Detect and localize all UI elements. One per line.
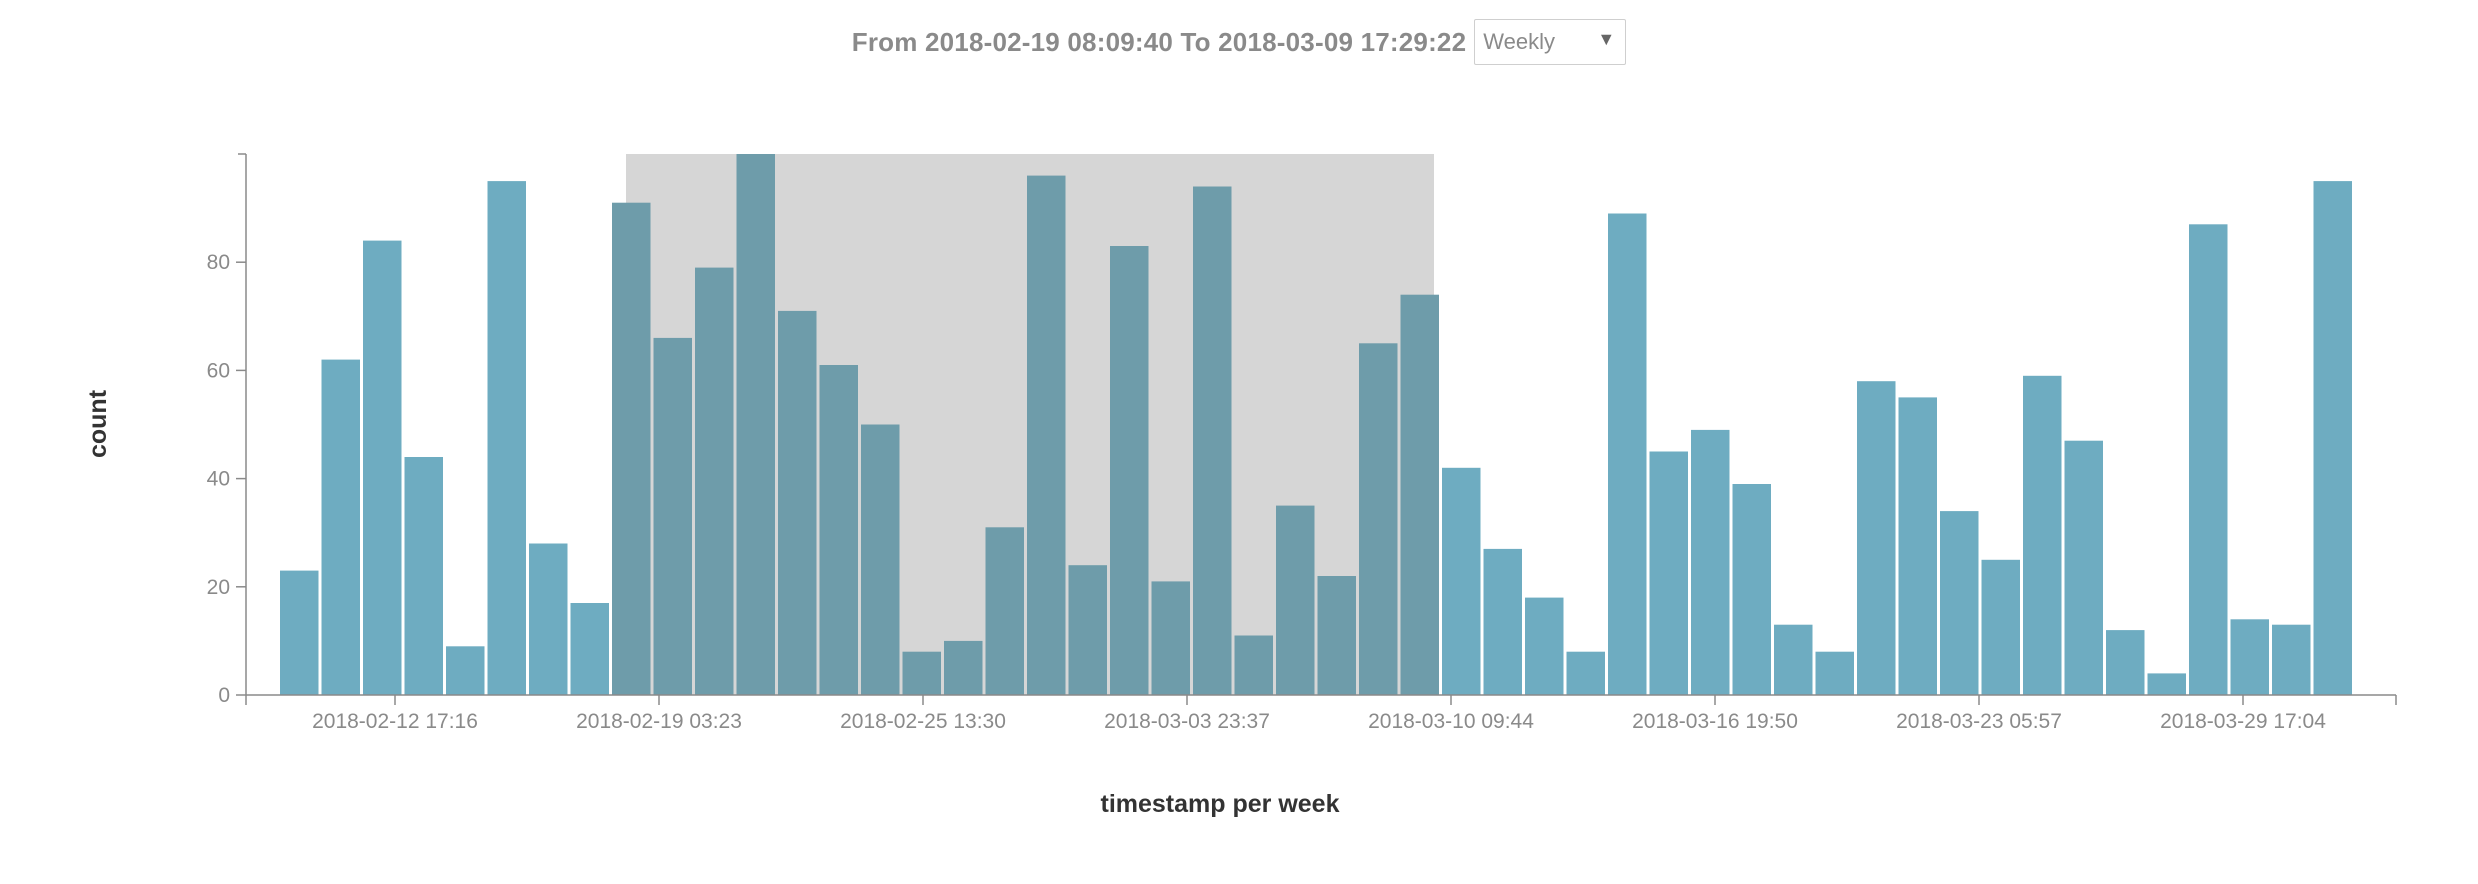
bar-0 [280,570,319,695]
bar-19 [1068,565,1107,695]
y-tick-label-3: 60 [207,359,230,382]
interval-select[interactable]: Weekly ▼ [1474,19,1627,65]
bar-32 [1608,213,1647,695]
bar-3 [404,457,443,695]
x-tick-label-6: 2018-03-23 05:57 [1896,710,2062,733]
bar-38 [1857,381,1896,695]
y-tick-label-4: 80 [207,251,230,274]
bar-37 [1815,651,1854,695]
bar-16 [944,640,983,695]
x-tick-label-1: 2018-02-19 03:23 [576,710,742,733]
bar-44 [2106,630,2145,695]
y-tick-label-1: 20 [207,576,230,599]
bar-18 [1027,175,1066,696]
y-tick-label-0: 0 [218,684,230,707]
x-tick-label-4: 2018-03-10 09:44 [1368,710,1534,733]
bar-26 [1359,343,1398,695]
bar-45 [2147,673,2186,695]
bar-33 [1649,451,1688,695]
interval-select-value: Weekly [1483,29,1555,54]
date-range-text: From 2018-02-19 08:09:40 To 2018-03-09 1… [851,26,1467,57]
bar-28 [1442,467,1481,695]
bar-10 [695,267,734,695]
bar-25 [1317,576,1356,695]
bar-39 [1898,397,1937,695]
triangle-down-icon: ▼ [1597,29,1616,49]
x-tick-label-5: 2018-03-16 19:50 [1632,710,1798,733]
bar-8 [612,202,651,695]
date-range-header: From 2018-02-19 08:09:40 To 2018-03-09 1… [0,16,2478,68]
bar-21 [1151,581,1190,695]
bar-46 [2189,224,2228,696]
bar-12 [778,310,817,695]
bar-35 [1732,484,1771,695]
bar-47 [2230,619,2269,695]
y-tick-label-2: 40 [207,468,230,491]
bar-49 [2313,181,2352,696]
x-tick-label-2: 2018-02-25 13:30 [840,710,1006,733]
x-tick-label-3: 2018-03-03 23:37 [1104,710,1270,733]
bar-6 [529,543,568,695]
bar-20 [1110,246,1149,695]
bar-34 [1691,429,1730,695]
bar-4 [446,646,485,695]
bar-2 [363,240,402,695]
bar-11 [736,154,775,695]
bar-31 [1566,651,1605,695]
bar-40 [1940,511,1979,695]
bar-9 [653,337,692,695]
bar-43 [2064,440,2103,695]
bar-13 [819,365,858,695]
bar-42 [2023,375,2062,695]
x-axis: 2018-02-12 17:16 2018-02-19 03:23 2018-02-… [245,694,2397,733]
y-axis: 0 20 40 60 80 [207,153,247,707]
bar-7 [570,603,609,695]
x-tick-label-0: 2018-02-12 17:16 [312,710,478,733]
bar-41 [1981,559,2020,696]
bar-17 [985,527,1024,695]
bar-22 [1193,186,1232,695]
x-tick-label-7: 2018-03-29 17:04 [2160,710,2326,733]
bar-48 [2272,624,2311,695]
bar-5 [487,181,526,696]
bar-27 [1400,294,1439,695]
bar-30 [1525,597,1564,695]
bars [280,154,2352,696]
bar-24 [1276,505,1315,695]
bar-1 [321,359,360,695]
x-axis-label: timestamp per week [1101,790,1340,818]
bar-23 [1234,635,1273,695]
y-axis-label: count [84,389,112,458]
bar-15 [902,651,941,695]
bar-14 [861,424,900,695]
bar-36 [1774,624,1813,695]
bar-29 [1483,548,1522,695]
